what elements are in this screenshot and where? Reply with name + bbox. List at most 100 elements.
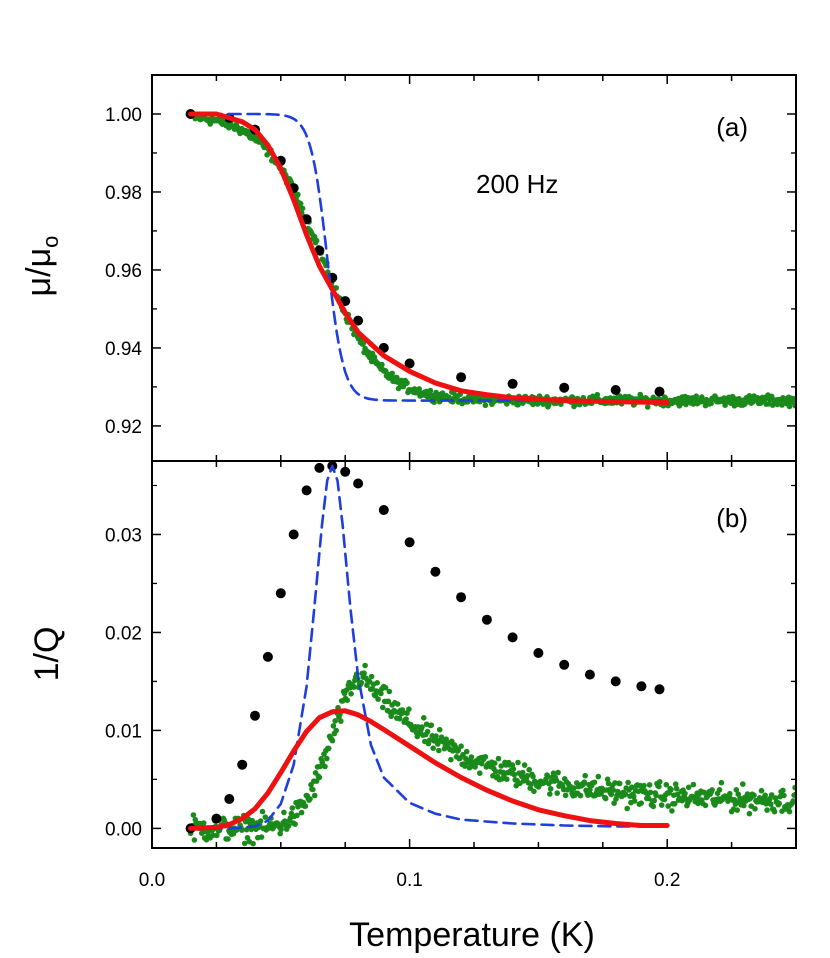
panel-b-black-dotted-model-point [404, 537, 415, 548]
frequency-annotation: 200 Hz [476, 169, 558, 199]
panel-b-measured-data-point [348, 691, 354, 697]
panel-b-plot-area [185, 461, 796, 847]
panel-b-measured-data-point [358, 679, 365, 686]
panel-b-measured-data-point [329, 737, 336, 744]
panel-b-measured-data-point [669, 808, 675, 814]
panel-b-measured-data-point [582, 772, 588, 779]
panel-b-measured-data-point [610, 787, 616, 793]
panel-a-ytick-label: 1.00 [105, 105, 142, 126]
panel-b-measured-data-point [668, 786, 674, 793]
panel-b-ytick-label: 0.01 [105, 721, 142, 742]
panel-a-black-dotted-model-point [507, 378, 518, 389]
panel-a-ytick-label: 0.92 [105, 417, 142, 438]
panel-b-measured-data-point [262, 814, 269, 820]
panel-b-measured-data-point [702, 802, 709, 809]
panel-b-measured-data-point [298, 809, 305, 816]
panel-b-black-dotted-model-point [507, 632, 518, 643]
panel-a-black-dotted-model-point [654, 386, 665, 397]
panel-b-axes: 0.00 0.01 0.02 0.03 0.0 0.1 0.2 [105, 460, 797, 891]
panel-a-measured-data-point [708, 400, 714, 407]
panel-b-measured-data-point [258, 834, 265, 840]
panel-b-measured-data-point [380, 704, 386, 711]
panel-b-measured-data-point [277, 830, 284, 837]
panel-b-measured-data-point [635, 788, 642, 795]
panel-b-measured-data-point [433, 733, 439, 739]
panel-b-measured-data-point [741, 802, 747, 809]
panel-b-measured-data-point [458, 743, 464, 749]
panel-a-ylabel-subscript: o [38, 236, 63, 248]
panel-b-measured-data-point [482, 754, 489, 760]
panel-b-measured-data-point [671, 801, 678, 807]
panel-b-measured-data-point [368, 673, 375, 680]
panel-b-measured-data-point [221, 817, 227, 823]
panel-a-measured-data-point [299, 205, 306, 212]
panel-b-measured-data-point [498, 763, 505, 769]
panel-b-measured-data-point [624, 805, 630, 812]
panel-b-measured-data-point [651, 797, 657, 804]
panel-b-measured-data-point [562, 792, 569, 799]
panel-b-measured-data-point [653, 792, 659, 799]
panel-b-measured-data-point [727, 790, 733, 797]
panel-a-black-dotted-model-point [610, 385, 621, 395]
panel-b-measured-data-point [472, 764, 478, 770]
panel-b-measured-data-point [661, 796, 668, 803]
panel-b-black-dotted-model-point [237, 759, 248, 770]
panel-b-measured-data-point [468, 754, 475, 760]
panel-a-measured-data-point [779, 402, 785, 408]
panel-b-measured-data-point [751, 792, 757, 798]
panel-b-measured-data-point [758, 787, 765, 794]
panel-b-measured-data-point [555, 769, 561, 776]
panel-b-measured-data-point [491, 760, 498, 766]
panel-a-measured-data-point [416, 386, 423, 392]
panel-a-black-dotted-model-point [314, 245, 325, 256]
panel-b-measured-data-point [386, 688, 393, 695]
panel-b-measured-data-point [656, 783, 662, 790]
panel-b-black-dotted-model-point [250, 710, 260, 721]
panel-b-measured-data-point [307, 796, 313, 802]
panel-b-measured-data-point [762, 792, 768, 799]
panel-b-measured-data-point [709, 787, 715, 793]
panel-b-measured-data-point [790, 798, 796, 804]
panel-b-measured-data-point [641, 782, 647, 789]
panel-b-measured-data-point [577, 792, 584, 799]
panel-b-measured-data-point [780, 787, 786, 794]
panel-b-measured-data-point [338, 718, 344, 724]
panel-b-measured-data-point [591, 779, 598, 786]
panel-b-measured-data-point [259, 808, 266, 815]
panel-b-measured-data-point [250, 840, 256, 847]
panel-b-black-dotted-model-point [533, 648, 544, 658]
panel-b-measured-data-point [463, 748, 470, 755]
panel-b-measured-data-point [419, 724, 425, 730]
panel-b-ytick-label: 0.02 [105, 623, 142, 644]
panel-a-measured-data-point [594, 391, 601, 398]
panel-b-measured-data-point [281, 809, 287, 816]
panel-a-measured-data-point [693, 393, 699, 400]
panel-b-measured-data-point [191, 837, 198, 843]
panel-a-label: (a) [716, 112, 748, 142]
panel-b-measured-data-point [362, 662, 368, 669]
panel-b-measured-data-point [375, 696, 381, 702]
panel-b-black-dotted-model-point [275, 588, 286, 599]
panel-b-measured-data-point [436, 726, 443, 733]
panel-b-measured-data-point [768, 801, 774, 807]
panel-b-measured-data-point [658, 802, 665, 808]
panel-b-measured-data-point [581, 779, 588, 785]
panel-b-measured-data-point [731, 797, 738, 803]
panel-b-measured-data-point [526, 766, 532, 773]
panel-b-measured-data-point [333, 727, 340, 734]
panel-a-measured-data-point [360, 340, 367, 347]
panel-b-measured-data-point [324, 755, 330, 762]
panel-b-measured-data-point [241, 840, 248, 847]
panel-a-black-dotted-model-point [404, 358, 415, 369]
panel-b-measured-data-point [625, 779, 631, 786]
panel-a-plot-area [185, 109, 796, 410]
panel-a-measured-data-point [394, 374, 400, 381]
panel-b-measured-data-point [554, 790, 560, 796]
panel-b-measured-data-point [225, 836, 231, 842]
panel-b-measured-data-point [302, 803, 309, 809]
panel-b-measured-data-point [673, 785, 680, 792]
panel-b-measured-data-point [436, 747, 442, 754]
panel-b-measured-data-point [646, 782, 653, 788]
panel-b-measured-data-point [631, 798, 638, 804]
